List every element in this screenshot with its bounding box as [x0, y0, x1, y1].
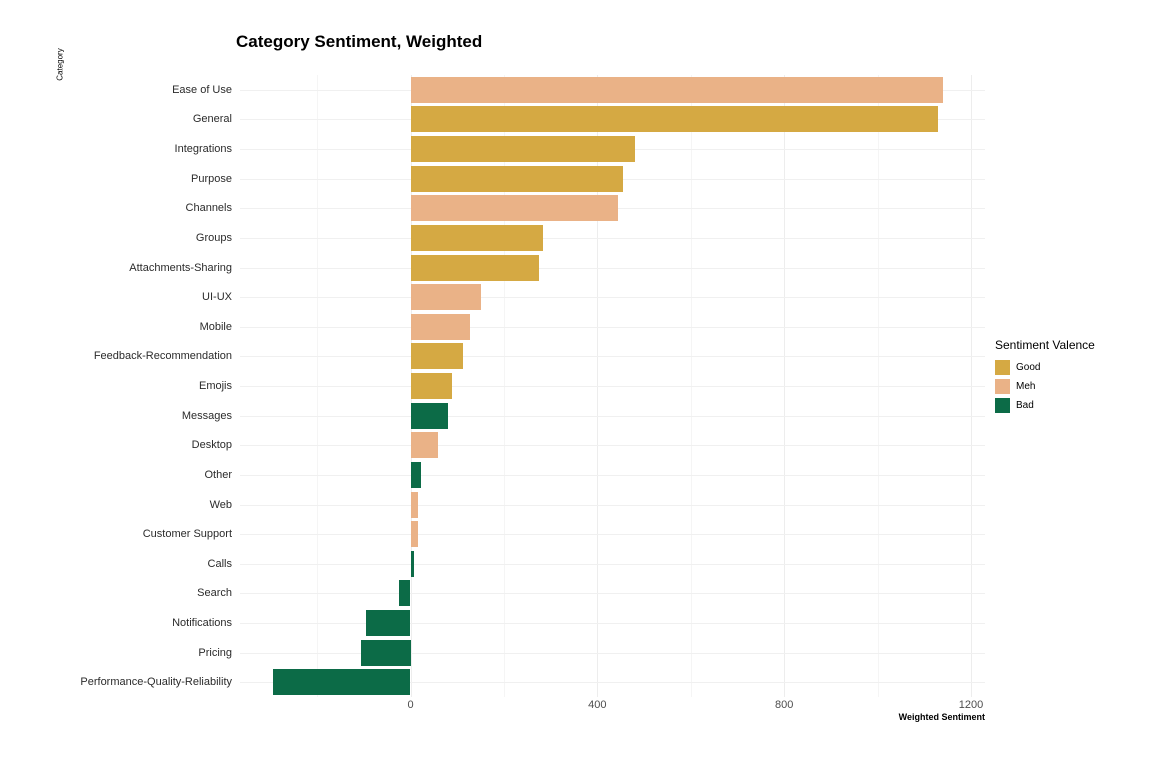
bar	[410, 165, 623, 192]
bar	[410, 491, 419, 518]
bar	[360, 639, 411, 666]
y-axis-label: Performance-Quality-Reliability	[80, 676, 232, 689]
y-axis-label: Search	[197, 587, 232, 600]
bar	[410, 76, 943, 103]
gridline-horizontal	[240, 326, 985, 328]
y-axis-label: Emojis	[198, 380, 232, 392]
bar	[410, 343, 463, 370]
legend-swatch-icon	[995, 378, 1010, 394]
y-axis-label: UI-UX	[202, 291, 232, 304]
y-axis-label: General	[192, 113, 232, 126]
gridline-horizontal	[240, 445, 985, 447]
y-axis-labels: Ease of Use General Integrations Purpose Cha…	[0, 75, 232, 697]
gridline-horizontal	[240, 297, 985, 299]
y-axis-label: Groups	[195, 231, 232, 244]
x-axis-title: Weighted Sentiment	[898, 712, 985, 722]
y-axis-label: Channels	[185, 202, 232, 215]
y-axis-label: Mobile	[199, 320, 232, 333]
y-axis-label: Calls	[207, 557, 232, 570]
legend-swatch-icon	[995, 397, 1010, 413]
x-tick-label: 800	[775, 699, 794, 711]
bar	[410, 254, 539, 281]
gridline-horizontal	[240, 474, 985, 476]
y-axis-label: Other	[204, 468, 232, 481]
x-axis-tick-labels: 0 400 800 1200	[240, 699, 985, 715]
gridline-horizontal	[240, 593, 985, 595]
bar	[410, 402, 448, 429]
gridline-horizontal	[240, 652, 985, 654]
bar	[399, 580, 411, 607]
bar	[410, 136, 635, 162]
gridline-horizontal	[240, 682, 985, 684]
bar	[410, 461, 421, 488]
legend: Sentiment Valence Good Meh Bad	[995, 338, 1145, 416]
y-axis-label: Purpose	[191, 172, 232, 185]
bar	[410, 224, 543, 251]
legend-label: Bad	[1016, 399, 1034, 411]
gridline-horizontal	[240, 237, 985, 239]
y-axis-label: Messages	[181, 409, 232, 422]
legend-label: Meh	[1016, 380, 1036, 392]
bar	[410, 284, 481, 311]
gridline-horizontal	[240, 504, 985, 506]
legend-entry: Bad	[995, 397, 1145, 413]
y-axis-label: Desktop	[191, 439, 232, 452]
x-tick-label: 0	[407, 699, 414, 711]
bar	[410, 313, 471, 340]
legend-label: Good	[1016, 361, 1041, 373]
bar	[410, 195, 619, 222]
legend-title: Sentiment Valence	[995, 338, 1095, 352]
legend-entry: Meh	[995, 378, 1145, 394]
y-axis-label: Pricing	[198, 646, 232, 659]
y-axis-label: Notifications	[172, 617, 232, 629]
bar	[410, 373, 452, 399]
x-tick-label: 1200	[958, 699, 984, 711]
y-axis-label: Web	[209, 498, 232, 511]
gridline-horizontal	[240, 534, 985, 536]
legend-entry: Good	[995, 359, 1145, 375]
gridline-horizontal	[240, 563, 985, 565]
y-axis-label: Ease of Use	[172, 83, 232, 96]
y-axis-label: Integrations	[174, 143, 232, 155]
bar	[410, 106, 939, 133]
bar	[410, 432, 438, 459]
legend-entries: Good Meh Bad	[995, 359, 1145, 413]
gridline-horizontal	[240, 356, 985, 358]
gridline-horizontal	[240, 623, 985, 624]
y-axis-label: Attachments-Sharing	[129, 261, 232, 274]
bar	[272, 669, 411, 696]
bar	[410, 550, 415, 577]
y-axis-label: Feedback-Recommendation	[93, 350, 232, 363]
gridline-horizontal	[240, 415, 985, 417]
gridline-horizontal	[240, 267, 985, 269]
legend-swatch-icon	[995, 359, 1010, 375]
plot-panel	[240, 75, 985, 697]
gridline-horizontal	[240, 386, 985, 387]
x-tick-label: 400	[588, 699, 607, 711]
chart-title: Category Sentiment, Weighted	[236, 32, 483, 51]
y-axis-label: Customer Support	[142, 528, 232, 541]
bar	[365, 610, 411, 636]
bar	[410, 521, 418, 548]
